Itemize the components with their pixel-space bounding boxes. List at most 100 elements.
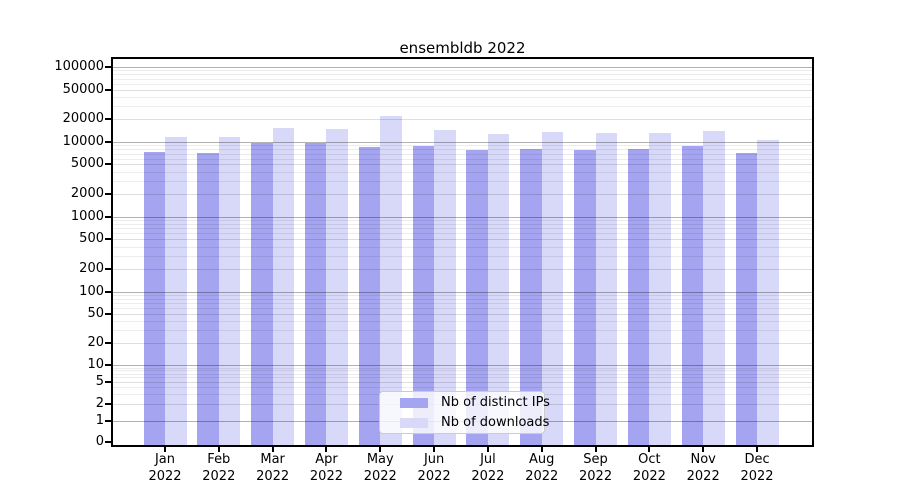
y-tick-label: 50000: [62, 81, 104, 97]
gridline: [113, 96, 812, 98]
gridline: [113, 106, 812, 108]
gridline: [113, 269, 812, 271]
gridline: [113, 219, 812, 221]
bar-dec-distinct-ips: [735, 153, 758, 445]
y-tick-mark: [105, 403, 111, 406]
y-tick-label: 10: [87, 357, 104, 372]
bar-jan-downloads: [165, 136, 187, 445]
y-tick-label: 200: [79, 261, 104, 277]
legend-label: Nb of distinct IPs: [441, 395, 550, 410]
bar-jun-distinct-ips: [412, 146, 435, 445]
gridline: [113, 308, 812, 310]
gridline: [113, 74, 812, 76]
gridline: [113, 83, 812, 85]
bar-jan-distinct-ips: [143, 151, 165, 445]
gridline: [113, 330, 812, 332]
x-tick-label-jan: Jan 2022: [148, 452, 182, 484]
gridline: [113, 239, 812, 241]
y-tick-mark: [105, 88, 111, 91]
x-tick-mark: [594, 447, 597, 452]
gridline: [113, 78, 812, 80]
gridline: [113, 321, 812, 323]
gridline: [113, 180, 812, 182]
gridline: [113, 142, 812, 143]
x-tick-label-apr: Apr 2022: [309, 452, 343, 484]
bar-oct-distinct-ips: [627, 148, 650, 445]
gridline: [113, 70, 812, 72]
bar-nov-downloads: [703, 130, 725, 445]
x-tick-mark: [164, 447, 166, 452]
gridline: [113, 67, 812, 68]
x-tick-mark: [271, 447, 274, 452]
bar-may-downloads: [380, 115, 402, 445]
y-tick-label: 5000: [70, 156, 104, 172]
gridline: [113, 145, 812, 147]
bar-mar-distinct-ips: [251, 143, 273, 445]
gridline: [113, 194, 812, 196]
bar-feb-distinct-ips: [197, 152, 219, 445]
gridline: [113, 255, 812, 257]
gridline: [113, 313, 812, 315]
x-tick-label-mar: Mar 2022: [256, 452, 290, 484]
gridline: [113, 295, 812, 297]
y-tick-label: 1000: [70, 208, 104, 224]
legend-item-downloads: Nb of downloads: [386, 414, 549, 431]
x-tick-label-feb: Feb 2022: [202, 452, 236, 484]
bar-feb-downloads: [218, 137, 241, 445]
y-tick-mark: [105, 420, 111, 422]
plot-area: Nb of distinct IPs Nb of downloads: [111, 57, 814, 447]
legend-item-distinct-ips: Nb of distinct IPs: [386, 394, 550, 411]
gridline: [113, 171, 812, 173]
y-tick-label: 2000: [70, 186, 104, 202]
gridline: [113, 370, 812, 372]
y-tick-mark: [105, 342, 111, 345]
y-tick-mark: [105, 193, 111, 196]
gridline: [113, 377, 812, 379]
x-tick-mark: [325, 447, 328, 452]
y-tick-mark: [105, 291, 111, 293]
gridline: [113, 367, 812, 369]
gridline: [113, 292, 812, 293]
bar-mar-downloads: [272, 128, 295, 445]
y-tick-label: 20: [87, 335, 104, 351]
x-tick-mark: [540, 447, 543, 452]
y-tick-label: 100000: [54, 59, 104, 74]
y-tick-mark: [105, 380, 111, 383]
x-tick-label-sep: Sep 2022: [579, 452, 613, 484]
x-tick-label-nov: Nov 2022: [686, 452, 720, 484]
gridline: [113, 153, 812, 155]
y-tick-label: 0: [95, 434, 104, 449]
gridline: [113, 387, 812, 389]
y-tick-label: 5: [95, 373, 104, 389]
gridline: [113, 246, 812, 248]
gridline: [113, 89, 812, 91]
legend: Nb of distinct IPs Nb of downloads: [379, 391, 550, 434]
bar-sep-downloads: [595, 133, 618, 445]
bar-sep-distinct-ips: [574, 150, 596, 445]
gridline: [113, 299, 812, 301]
bar-may-distinct-ips: [358, 146, 381, 445]
y-tick-mark: [105, 141, 111, 143]
bar-dec-downloads: [757, 140, 779, 445]
bar-nov-distinct-ips: [681, 145, 704, 445]
bar-oct-downloads: [649, 132, 671, 445]
x-tick-mark: [648, 447, 651, 452]
y-tick-mark: [105, 163, 111, 166]
x-tick-label-may: May 2022: [363, 452, 397, 484]
y-tick-label: 100: [79, 284, 104, 299]
x-tick-mark: [217, 447, 220, 452]
x-tick-label-aug: Aug 2022: [525, 452, 559, 484]
y-tick-label: 2: [95, 396, 104, 412]
x-tick-mark: [433, 447, 436, 452]
x-tick-label-dec: Dec 2022: [740, 452, 774, 484]
bar-apr-distinct-ips: [304, 142, 327, 445]
gridline: [113, 228, 812, 230]
legend-label: Nb of downloads: [441, 415, 550, 430]
y-tick-mark: [105, 215, 111, 218]
gridline: [113, 119, 812, 121]
legend-swatch-distinct-ips: [400, 397, 428, 408]
chart-title: ensembldb 2022: [399, 39, 526, 57]
y-tick-mark: [105, 441, 111, 443]
y-tick-mark: [105, 66, 111, 68]
